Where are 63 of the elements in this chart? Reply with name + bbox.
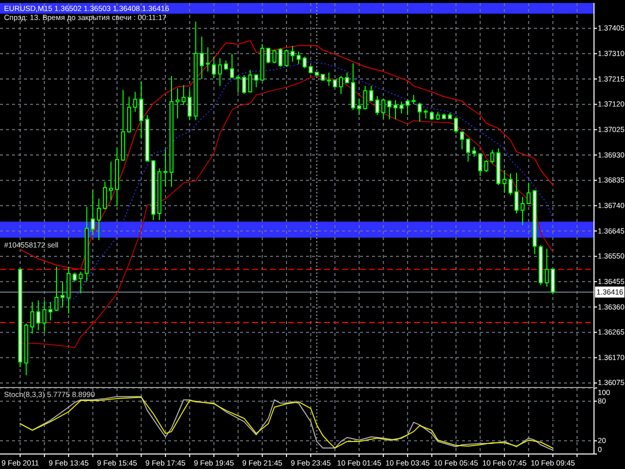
candlestick — [176, 88, 180, 119]
candlestick — [188, 89, 192, 121]
candlestick — [478, 152, 482, 177]
candlestick — [284, 48, 289, 68]
candlestick — [472, 146, 476, 158]
candlestick — [236, 74, 240, 94]
candlestick — [412, 94, 416, 105]
candlestick — [230, 53, 234, 79]
candlestick — [48, 301, 52, 321]
candlestick — [96, 198, 101, 241]
candlestick — [200, 36, 204, 80]
candlestick — [418, 102, 422, 122]
candlestick — [424, 108, 428, 119]
candlestick — [544, 248, 549, 288]
candlestick — [526, 182, 531, 205]
candlestick — [290, 45, 295, 62]
candlestick — [460, 131, 464, 150]
candlestick — [242, 74, 246, 94]
candlestick — [224, 60, 228, 70]
candlestick — [30, 301, 34, 334]
candlestick — [139, 81, 144, 139]
candlestick — [363, 85, 368, 110]
candlestick — [90, 190, 95, 236]
candlestick — [338, 76, 343, 94]
candlestick — [254, 74, 258, 88]
candlestick — [278, 48, 282, 68]
candlestick — [490, 149, 494, 164]
candlestick — [550, 268, 555, 295]
candlestick — [520, 196, 525, 226]
candlestick — [266, 48, 270, 64]
candlestick — [466, 138, 470, 162]
candlestick — [206, 46, 210, 72]
candlestick — [54, 266, 58, 312]
candlestick — [108, 161, 113, 201]
candlestick — [484, 160, 488, 172]
candlestick — [133, 91, 138, 112]
candlestick — [212, 56, 216, 79]
candlestick — [357, 98, 362, 116]
candlestick — [36, 300, 40, 331]
candlestick — [296, 51, 301, 65]
candlestick — [381, 98, 386, 119]
candlestick — [369, 85, 374, 102]
candlestick — [60, 281, 65, 308]
candlestick — [272, 49, 276, 64]
candlestick — [78, 271, 83, 294]
candlestick — [163, 149, 168, 188]
candlestick — [42, 300, 46, 332]
candlestick — [508, 172, 512, 196]
candlestick — [375, 96, 380, 116]
candlestick — [326, 72, 331, 86]
candlestick — [102, 181, 107, 210]
candlestick — [514, 172, 519, 214]
candlestick — [387, 100, 392, 120]
candlestick — [345, 72, 350, 84]
candlestick — [406, 98, 410, 116]
candlestick — [400, 101, 404, 114]
candlestick — [248, 69, 252, 94]
candlestick — [182, 84, 186, 106]
candlestick — [218, 58, 222, 86]
candlestick — [302, 56, 307, 69]
candlestick — [393, 100, 398, 120]
candlestick — [454, 116, 458, 134]
candlestick — [502, 170, 506, 194]
